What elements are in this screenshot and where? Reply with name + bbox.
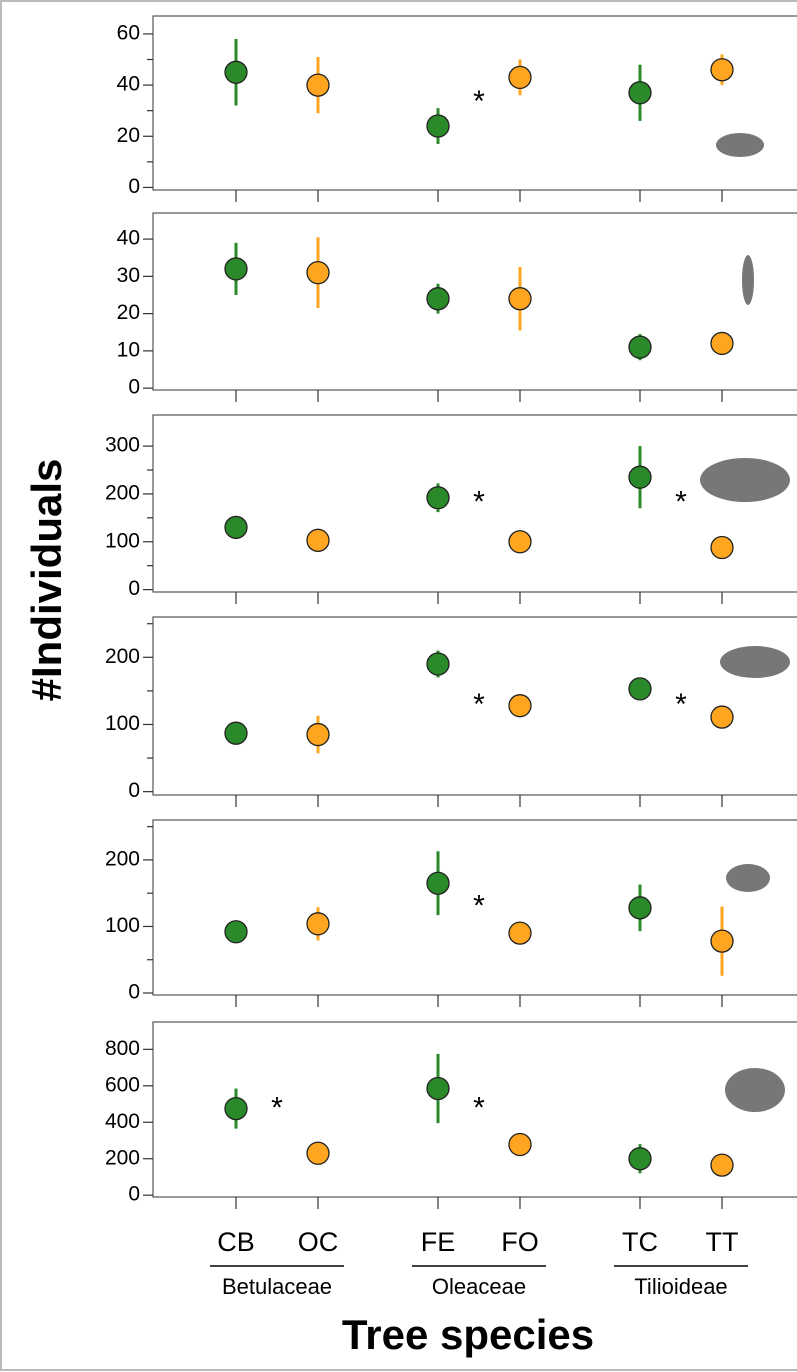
mean-point [710,1153,734,1177]
significance-label: * [473,688,485,721]
significance-label: * [271,1091,283,1124]
y-tick-label: 20 [117,301,140,324]
panel-frame [152,1021,797,1198]
y-tick-label: 200 [105,847,140,870]
significance-label: * [473,85,485,118]
significance-label: * [675,485,687,518]
y-tick-label: 40 [117,227,140,250]
mean-point [306,528,330,552]
mean-point [628,465,652,489]
y-tick-label: 100 [105,529,140,552]
y-tick-label: 0 [128,175,140,198]
mean-point [710,535,734,560]
x-axis-label: Tree species [342,1311,594,1358]
y-tick-label: 0 [128,376,140,399]
mean-point [508,65,532,90]
mean-point [224,1096,248,1121]
y-tick-label: 20 [117,124,140,147]
mean-point [710,331,734,356]
panel-frame [152,414,797,593]
significance-label: * [473,485,485,518]
y-tick-label: 400 [105,1110,140,1133]
significance-label: * [473,889,485,922]
y-tick-label: 40 [117,73,140,96]
group-label: Betulaceae [222,1274,332,1299]
significance-label: * [675,688,687,721]
mean-point [306,73,330,97]
mean-point [508,694,532,718]
group-label: Tilioideae [634,1274,727,1299]
insect-silhouette [742,255,754,305]
mean-point [426,871,450,895]
y-tick-label: 300 [105,434,140,457]
mean-point [224,920,248,944]
insect-silhouette [700,458,790,502]
y-tick-label: 200 [105,1146,140,1169]
y-tick-label: 100 [105,712,140,735]
x-tick-label: OC [298,1227,339,1257]
y-tick-label: 30 [117,264,140,287]
mean-point [306,722,330,747]
mean-point [426,287,450,311]
y-tick-label: 200 [105,481,140,504]
mean-point [508,287,532,311]
mean-point [710,58,734,82]
y-tick-label: 100 [105,914,140,937]
mean-point [628,81,652,105]
x-tick-label: FE [421,1227,456,1257]
y-tick-label: 800 [105,1037,140,1060]
y-tick-label: 600 [105,1073,140,1096]
insect-silhouette [725,1068,785,1112]
mean-point [224,515,248,540]
y-tick-label: 0 [128,1183,140,1206]
silhouettes [700,133,790,1112]
mean-point [306,912,330,936]
mean-point [710,929,734,953]
insect-silhouette [726,864,770,892]
mean-point [224,257,248,281]
x-tick-label: TT [706,1227,739,1257]
mean-point [426,486,450,510]
y-tick-label: 0 [128,981,140,1004]
mean-point [628,896,652,920]
mean-point [426,1076,450,1101]
y-tick-label: 0 [128,577,140,600]
insect-silhouette [720,646,790,678]
x-tick-label: TC [622,1227,658,1257]
y-tick-label: 0 [128,779,140,802]
group-label: Oleaceae [432,1274,526,1299]
mean-point [224,721,248,745]
y-tick-label: 60 [117,21,140,44]
mean-point [426,114,450,138]
y-tick-label: 200 [105,645,140,668]
x-tick-label: CB [217,1227,255,1257]
mean-point [306,1141,330,1165]
mean-point [508,1132,532,1157]
panel-frame [152,616,797,796]
mean-point [306,260,330,285]
panel-frame [152,819,797,996]
y-tick-label: 10 [117,338,140,361]
significance-label: * [473,1091,485,1124]
mean-point [628,335,652,359]
mean-point [628,677,652,701]
panel-frame [152,212,797,391]
mean-point [508,921,532,945]
panel-frame [152,15,797,191]
mean-point [224,60,248,84]
mean-point [426,652,450,676]
x-tick-label: FO [501,1227,539,1257]
insect-silhouette [716,133,764,157]
mean-point [628,1147,652,1171]
mean-point [710,705,734,729]
mean-point [508,530,532,554]
y-axis-label: #Individuals [23,459,70,702]
